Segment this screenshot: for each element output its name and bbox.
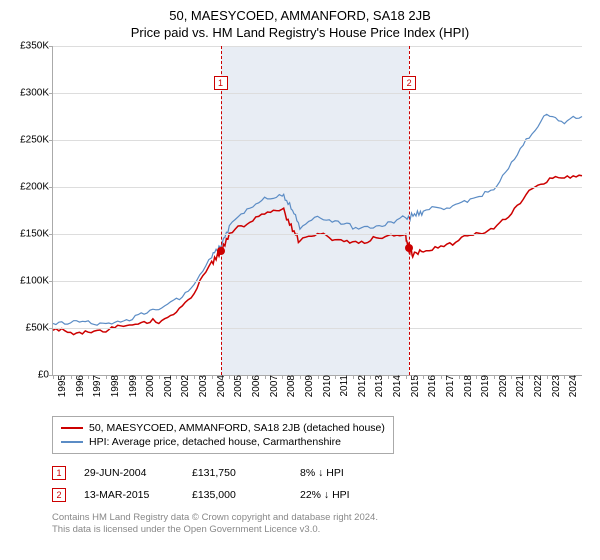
y-tick-label: £50K: [26, 323, 49, 334]
legend-label: 50, MAESYCOED, AMMANFORD, SA18 2JB (deta…: [89, 422, 385, 434]
legend: 50, MAESYCOED, AMMANFORD, SA18 2JB (deta…: [52, 416, 394, 454]
y-tick-label: £0: [38, 370, 49, 381]
footer-line2: This data is licensed under the Open Gov…: [52, 524, 590, 536]
x-tick-label: 2021: [515, 375, 526, 397]
x-tick-label: 2006: [251, 375, 262, 397]
event-id-box: 1: [52, 466, 66, 480]
x-tick-label: 2009: [304, 375, 315, 397]
x-tick-label: 1997: [92, 375, 103, 397]
event-date: 13-MAR-2015: [84, 489, 174, 501]
event-table-row: 1 29-JUN-2004 £131,750 8% ↓ HPI: [52, 462, 590, 484]
x-tick-label: 2003: [198, 375, 209, 397]
x-tick-label: 2005: [233, 375, 244, 397]
legend-swatch: [61, 427, 83, 429]
x-tick-label: 2020: [498, 375, 509, 397]
event-dot: [405, 244, 413, 252]
x-tick-label: 2015: [410, 375, 421, 397]
x-tick-label: 2016: [427, 375, 438, 397]
legend-item: HPI: Average price, detached house, Carm…: [61, 435, 385, 449]
x-tick-label: 2001: [163, 375, 174, 397]
event-price: £131,750: [192, 467, 282, 479]
x-tick-label: 2008: [286, 375, 297, 397]
x-tick-label: 2022: [533, 375, 544, 397]
event-line: [221, 46, 222, 375]
x-tick-label: 2007: [269, 375, 280, 397]
event-line: [409, 46, 410, 375]
series-property: [53, 175, 582, 334]
footer-credits: Contains HM Land Registry data © Crown c…: [52, 512, 590, 537]
y-tick-label: £100K: [20, 276, 49, 287]
event-delta: 22% ↓ HPI: [300, 489, 390, 501]
event-id-box: 2: [52, 488, 66, 502]
event-table-row: 2 13-MAR-2015 £135,000 22% ↓ HPI: [52, 484, 590, 506]
x-tick-label: 1999: [128, 375, 139, 397]
event-date: 29-JUN-2004: [84, 467, 174, 479]
x-tick-label: 2004: [216, 375, 227, 397]
chart-title-address: 50, MAESYCOED, AMMANFORD, SA18 2JB: [10, 6, 590, 25]
x-tick-label: 2011: [339, 375, 350, 397]
x-tick-label: 1995: [57, 375, 68, 397]
event-price: £135,000: [192, 489, 282, 501]
x-tick-label: 2000: [145, 375, 156, 397]
event-delta: 8% ↓ HPI: [300, 467, 390, 479]
x-tick-label: 1996: [75, 375, 86, 397]
line-series-svg: [53, 46, 582, 375]
footer-line1: Contains HM Land Registry data © Crown c…: [52, 512, 590, 524]
event-marker-box: 1: [214, 76, 228, 90]
event-dot: [217, 247, 225, 255]
x-tick-label: 2012: [357, 375, 368, 397]
x-tick-label: 2018: [463, 375, 474, 397]
x-tick-label: 1998: [110, 375, 121, 397]
x-tick-label: 2002: [180, 375, 191, 397]
x-tick-label: 2013: [374, 375, 385, 397]
chart-title-subtitle: Price paid vs. HM Land Registry's House …: [10, 25, 590, 46]
x-tick-label: 2017: [445, 375, 456, 397]
legend-item: 50, MAESYCOED, AMMANFORD, SA18 2JB (deta…: [61, 421, 385, 435]
x-tick-label: 2023: [551, 375, 562, 397]
event-marker-box: 2: [402, 76, 416, 90]
x-tick-label: 2010: [322, 375, 333, 397]
event-table: 1 29-JUN-2004 £131,750 8% ↓ HPI 2 13-MAR-2015…: [52, 462, 590, 506]
x-tick-label: 2014: [392, 375, 403, 397]
legend-swatch: [61, 441, 83, 443]
x-tick-label: 2019: [480, 375, 491, 397]
x-tick-label: 2024: [568, 375, 579, 397]
legend-label: HPI: Average price, detached house, Carm…: [89, 436, 341, 448]
y-tick-label: £250K: [20, 135, 49, 146]
plot-area: £0£50K£100K£150K£200K£250K£300K£350K1995…: [52, 46, 582, 376]
y-tick-label: £350K: [20, 41, 49, 52]
y-tick-label: £300K: [20, 88, 49, 99]
y-tick-label: £200K: [20, 182, 49, 193]
chart-container: 50, MAESYCOED, AMMANFORD, SA18 2JB Price…: [0, 0, 600, 545]
y-tick-label: £150K: [20, 229, 49, 240]
